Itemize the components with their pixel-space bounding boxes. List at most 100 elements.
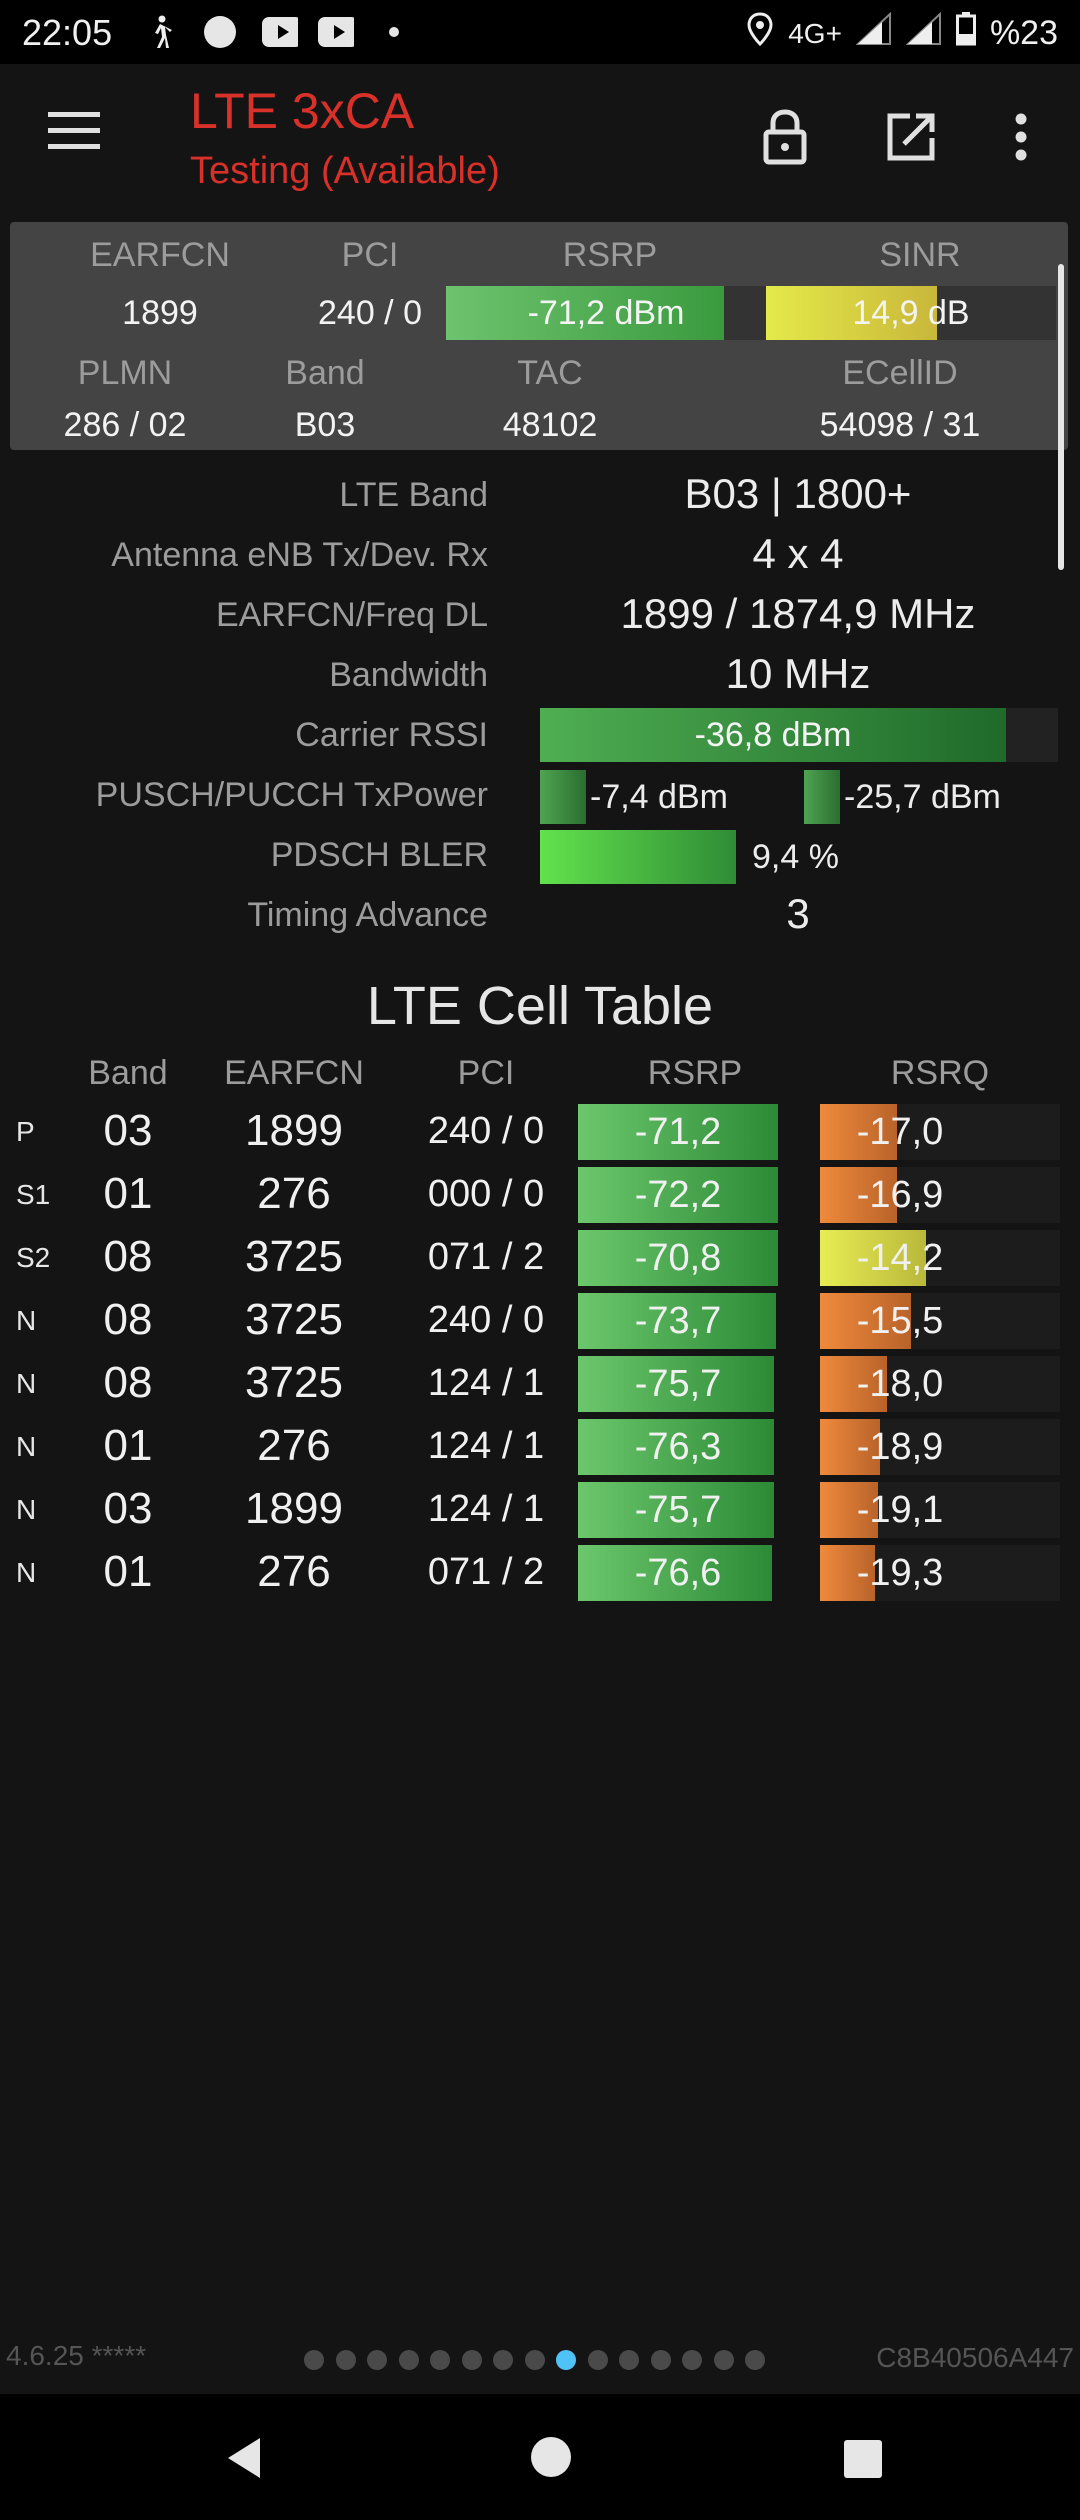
cell-rsrq-fill [820, 1545, 876, 1601]
cell-rsrp-bar: -76,6 [578, 1545, 778, 1601]
cell-earfcn: 3725 [245, 1232, 343, 1281]
cell-earfcn: 276 [257, 1169, 331, 1218]
cell-rsrq-fill [820, 1167, 897, 1223]
page-dot[interactable] [430, 2350, 450, 2370]
rssi-label: Carrier RSSI [295, 716, 488, 754]
antenna-value: 4 x 4 [752, 530, 844, 577]
pucch-value: -25,7 dBm [844, 778, 1001, 816]
ecellid-label: ECellID [842, 354, 958, 392]
cell-type: N [16, 1557, 37, 1588]
cell-rsrp: -75,7 [634, 1488, 722, 1531]
cell-band: 03 [103, 1484, 153, 1533]
cell-band: 03 [103, 1106, 153, 1155]
sinr-label: SINR [879, 236, 961, 274]
cell-type: N [16, 1494, 37, 1525]
cell-table-title: LTE Cell Table [366, 976, 714, 1036]
cell-rsrp-fill [578, 1419, 774, 1475]
page-dot[interactable] [619, 2350, 639, 2370]
cell-band: 01 [103, 1547, 153, 1596]
cell-type: N [16, 1431, 37, 1462]
status-time: 22:05 [22, 12, 113, 53]
table-row: N 08 3725 124 / 1 -75,7 -18,0 [0, 1352, 1080, 1414]
status-right: 4G+ %23 [746, 11, 1058, 55]
rsrp-label: RSRP [562, 236, 658, 274]
rsrp-bar-fill [446, 286, 725, 340]
cell-rsrq: -15,5 [856, 1299, 944, 1342]
pusch-value: -7,4 dBm [590, 778, 728, 816]
cell-pci: 240 / 0 [427, 1299, 545, 1341]
cell-rsrq-bar: -18,9 [820, 1419, 1060, 1475]
cell-earfcn: 276 [257, 1421, 331, 1470]
rssi-value: -36,8 dBm [694, 715, 852, 754]
page-dot[interactable] [461, 2350, 482, 2370]
cell-rsrq-bar: -19,3 [820, 1545, 1060, 1601]
table-row: S1 01 276 000 / 0 -72,2 -16,9 [0, 1163, 1080, 1225]
page-dot[interactable] [713, 2350, 734, 2370]
scrollbar[interactable] [1058, 264, 1064, 570]
earfcn-label: EARFCN [90, 236, 230, 274]
cell-earfcn: 3725 [245, 1295, 343, 1344]
cell-band: 08 [103, 1358, 153, 1407]
cell-type: N [16, 1305, 37, 1336]
page-dot[interactable] [493, 2350, 513, 2370]
home-icon[interactable] [520, 2426, 582, 2488]
lte-band-label: LTE Band [339, 476, 488, 514]
cell-rsrq: -18,9 [856, 1425, 944, 1468]
recents-icon[interactable] [832, 2428, 892, 2488]
cell-type: P [16, 1116, 35, 1147]
plmn-value: 286 / 02 [63, 406, 187, 444]
cell-band: 08 [103, 1295, 153, 1344]
page-dot[interactable] [587, 2350, 608, 2370]
sinr-bar: 14,9 dB [766, 286, 1056, 340]
rssi-bar: -36,8 dBm [540, 708, 1058, 762]
page-dot[interactable] [745, 2350, 765, 2370]
page-dot[interactable] [304, 2350, 324, 2370]
dot-icon [376, 14, 412, 50]
page-dot[interactable] [682, 2350, 702, 2370]
cell-rsrq-bar: -18,0 [820, 1356, 1060, 1412]
page-dot[interactable] [398, 2350, 419, 2370]
cell-rsrp-bar: -75,7 [578, 1356, 778, 1412]
page-dot[interactable] [650, 2350, 671, 2370]
lock-icon[interactable] [750, 102, 820, 172]
cell-band: 08 [103, 1232, 153, 1281]
lte-band-value: B03 | 1800+ [684, 470, 912, 517]
cell-rsrq: -17,0 [856, 1110, 944, 1153]
more-vert-icon[interactable] [986, 102, 1056, 172]
page-dot[interactable] [556, 2350, 576, 2370]
app-subtitle: Testing (Available) [190, 150, 500, 192]
pusch-bar [540, 770, 586, 824]
menu-icon[interactable] [36, 104, 112, 164]
page-dot[interactable] [335, 2350, 356, 2370]
earfcn-freq-value: 1899 / 1874,9 MHz [620, 590, 976, 637]
page-dot[interactable] [524, 2350, 545, 2370]
cell-pci: 124 / 1 [427, 1362, 545, 1404]
pucch-bar [804, 770, 840, 824]
bler-bar [540, 830, 736, 884]
signal-icon [905, 11, 942, 55]
cell-rsrq: -19,3 [856, 1551, 944, 1594]
txpower-label: PUSCH/PUCCH TxPower [95, 776, 488, 814]
navigation-bar [0, 2394, 1080, 2520]
pci-value: 240 / 0 [318, 294, 422, 332]
table-row: N 08 3725 240 / 0 -73,7 -15,5 [0, 1289, 1080, 1351]
cell-rsrq: -18,0 [856, 1362, 944, 1405]
page-dot[interactable] [367, 2350, 387, 2370]
bandwidth-value: 10 MHz [725, 650, 871, 697]
cell-rsrp-fill [578, 1356, 774, 1412]
tac-value: 48102 [502, 406, 598, 444]
col-earfcn-header: EARFCN [224, 1054, 364, 1092]
serving-cell-summary: EARFCN PCI RSRP SINR 1899 240 / 0 -71,2 … [10, 222, 1068, 450]
back-icon[interactable] [216, 2428, 276, 2488]
table-row: N 01 276 071 / 2 -76,6 -19,3 [0, 1541, 1080, 1603]
app-version: 4.6.25 ***** [6, 2340, 147, 2371]
open-external-icon[interactable] [876, 102, 946, 172]
battery-icon [955, 12, 976, 55]
cell-rsrp-fill [578, 1230, 778, 1286]
cell-pci: 124 / 1 [427, 1425, 545, 1467]
location-icon [746, 12, 774, 55]
cell-rsrq-bar: -15,5 [820, 1293, 1060, 1349]
col-rsrq-header: RSRQ [890, 1054, 990, 1092]
bler-value: 9,4 % [752, 838, 839, 876]
cell-rsrq: -16,9 [856, 1173, 944, 1216]
